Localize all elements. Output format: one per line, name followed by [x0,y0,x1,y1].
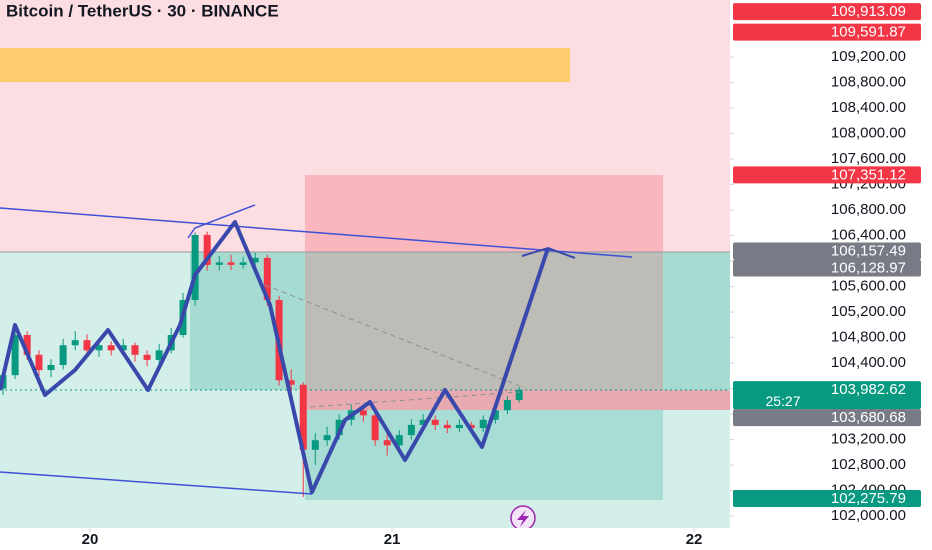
candle-body [479,419,487,429]
y-tick-label: 108,400.00 [831,99,906,116]
price-tag-label: 103,982.62 [831,381,906,398]
candle-body [311,440,319,450]
candle-body [443,424,451,429]
candle-body [83,340,91,351]
candle-body [515,389,523,401]
y-tick-label: 105,600.00 [831,278,906,295]
time-axis-bg [0,528,730,550]
dashed-line [309,391,521,408]
projection-path [0,220,550,494]
candle-body [155,350,163,360]
candle-body [119,345,127,351]
y-tick-label: 103,200.00 [831,431,906,448]
price-tag [733,166,921,184]
y-tick-label: 102,000.00 [831,507,906,524]
candle-body [419,419,427,425]
y-tick-label: 104,400.00 [831,354,906,371]
dashed-line [264,284,526,389]
candle-body [95,345,103,351]
arrow-head [521,246,576,259]
candle-body [395,435,403,446]
candle-body [455,424,463,429]
alert-bolt [517,510,529,527]
channel-bottom [0,471,313,495]
y-tick-label: 106,400.00 [831,227,906,244]
x-tick-label: 21 [384,531,401,548]
axes: 102,000.00102,400.00102,800.00103,200.00… [82,48,906,548]
y-tick-label: 105,200.00 [831,303,906,320]
candle-body [71,340,79,346]
candle-body [239,262,247,265]
y-tick-label: 108,800.00 [831,74,906,91]
price-tag-label: 106,157.49 [831,242,906,259]
y-tick-label: 106,800.00 [831,201,906,218]
price-tag-label: 102,275.79 [831,490,906,507]
highlight-bar [0,48,570,82]
candle-body [143,354,151,360]
price-tag [733,259,921,277]
candle-body [335,419,343,436]
candle-body [371,415,379,441]
price-tag-label: 103,680.68 [831,409,906,426]
y-tick-label: 102,800.00 [831,456,906,473]
drawings [0,204,633,531]
candle-body [407,424,415,436]
candle-body [131,345,139,355]
candle-body [23,335,31,355]
candle-body [491,410,499,420]
x-tick-label: 22 [686,531,703,548]
candle-body [191,234,199,300]
zones [0,0,730,528]
price-tag [733,242,921,260]
candle-body [203,234,211,265]
candle-body [299,384,307,450]
candle-body [287,380,295,385]
breakout-arrow [187,204,256,239]
price-tag [733,409,921,427]
y-tick-label: 104,800.00 [831,329,906,346]
y-tick-label: 107,600.00 [831,150,906,167]
candle-body [35,354,43,371]
candle-body [251,257,259,263]
candle-body [323,435,331,441]
price-tag [733,489,921,507]
channel-top [0,207,633,258]
candle-body [383,440,391,446]
candle-body [215,262,223,265]
price-tags: 109,913.09 109,591.87 107,351.12 106,157.49… [733,3,921,507]
candle-body [503,400,511,411]
price-tag [733,3,921,21]
candle-body [431,419,439,425]
candle-body [107,345,115,351]
price-tag-label: 106,128.97 [831,259,906,276]
chart-title: Bitcoin / TetherUS · 30 · BINANCE [6,1,279,20]
candle-body [59,345,67,365]
candle-body [227,262,235,265]
overlap-zone [305,252,663,390]
y-tick-label: 109,200.00 [831,48,906,65]
candle-body [47,364,55,371]
stop-zone [305,175,663,252]
candle-body [359,410,367,416]
countdown: 25:27 [765,393,800,409]
candle-body [263,257,271,300]
price-tag [733,23,921,41]
candle-body [11,335,19,376]
price-tag-label: 107,351.12 [831,166,906,183]
y-tick-label: 108,000.00 [831,125,906,142]
price-tag [733,381,921,410]
candle-body [467,424,475,429]
price-tag-label: 109,591.87 [831,24,906,41]
price-tag-label: 109,913.09 [831,3,906,20]
x-tick-label: 20 [82,531,99,548]
